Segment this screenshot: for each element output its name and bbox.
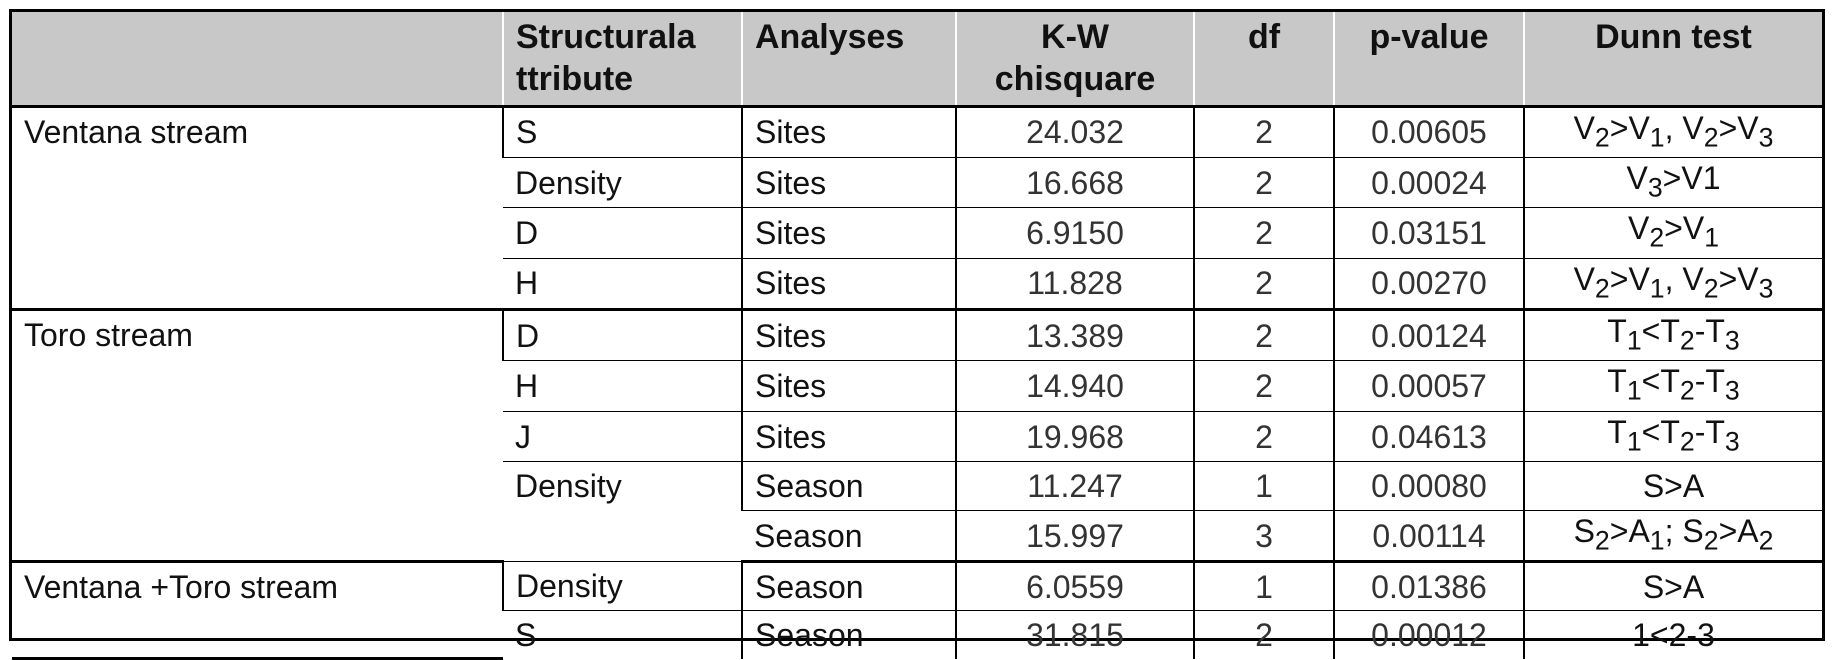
kw-chisquare-cell: 11.247 (955, 461, 1194, 511)
header-structural-attribute: Structurala ttribute (502, 12, 742, 108)
analyses-cell: Sites (741, 157, 956, 209)
df-cell: 2 (1193, 106, 1334, 158)
df-cell: 2 (1193, 207, 1334, 259)
dunn-test-cell: S>A (1523, 561, 1822, 611)
dunn-test-cell: T1<T2-T3 (1523, 309, 1822, 362)
p-value-cell: 0.04613 (1333, 411, 1524, 463)
table-body: Ventana stream S Sites 24.032 2 0.00605 V2>V1,… (12, 106, 1822, 660)
header-analyses: Analyses (741, 12, 956, 108)
structural-attribute-cell: Density (503, 157, 742, 209)
header-p-value: p-value (1333, 12, 1524, 108)
analyses-cell: Sites (741, 258, 956, 312)
analyses-cell: Season (741, 461, 956, 511)
analyses-cell: Season (741, 610, 956, 659)
df-cell: 3 (1193, 510, 1334, 564)
dunn-test-cell: S>A (1523, 461, 1822, 511)
kruskal-wallis-table: Structurala ttribute Analyses K-W chisqu… (12, 12, 1822, 660)
structural-attribute-cell: J (503, 411, 742, 463)
p-value-cell: 0.00024 (1333, 157, 1524, 209)
kw-chisquare-cell: 24.032 (955, 106, 1194, 158)
dunn-test-cell: V3>V1 (1523, 157, 1822, 209)
dunn-test-cell: V2>V1, V2>V3 (1523, 258, 1822, 312)
dunn-test-cell: V2>V1 (1523, 207, 1822, 259)
dunn-test-cell: V2>V1, V2>V3 (1523, 106, 1822, 158)
analyses-cell: Sites (741, 360, 956, 412)
analyses-cell: Sites (741, 106, 956, 158)
p-value-cell: 0.00080 (1333, 461, 1524, 511)
structural-attribute-cell: Density (503, 461, 742, 563)
analyses-cell: Season (742, 510, 956, 564)
p-value-cell: 0.00605 (1333, 106, 1524, 158)
df-cell: 2 (1193, 258, 1334, 312)
dunn-test-cell: S2>A1; S2>A2 (1523, 510, 1822, 564)
analyses-cell: Sites (741, 411, 956, 463)
df-cell: 2 (1193, 610, 1334, 659)
p-value-cell: 0.00057 (1333, 360, 1524, 412)
p-value-cell: 0.03151 (1333, 207, 1524, 259)
table-row: H Sites 14.940 2 0.00057 T1<T2-T3 (12, 360, 1822, 412)
header-kw-chisquare: K-W chisquare (955, 12, 1194, 108)
df-cell: 2 (1193, 309, 1334, 362)
table-row: Density Sites 16.668 2 0.00024 V3>V1 (12, 157, 1822, 209)
structural-attribute-cell: D (503, 207, 742, 259)
structural-attribute-cell: S (515, 616, 537, 653)
header-group (12, 12, 503, 108)
p-value-cell: 0.00270 (1333, 258, 1524, 312)
results-table-frame: Structurala ttribute Analyses K-W chisqu… (9, 9, 1825, 660)
table-row: Season 15.997 3 0.00114 S2>A1; S2>A2 (12, 510, 1822, 564)
structural-attribute-cell: H (503, 360, 742, 412)
table-row: Density Season 11.247 1 0.00080 S>A (12, 461, 1822, 563)
dunn-test-cell: T1<T2-T3 (1523, 411, 1822, 463)
analyses-cell: Sites (741, 207, 956, 259)
table-row: H Sites 11.828 2 0.00270 V2>V1, V2>V3 (12, 258, 1822, 312)
table-row: J Sites 19.968 2 0.04613 T1<T2-T3 (12, 411, 1822, 463)
structural-attribute-cell: D (502, 309, 742, 362)
header-dunn-test: Dunn test (1523, 12, 1822, 108)
header-df: df (1193, 12, 1334, 108)
p-value-cell: 0.01386 (1333, 561, 1524, 611)
p-value-cell: 0.00124 (1333, 309, 1524, 362)
kw-chisquare-cell: 11.828 (955, 258, 1194, 312)
kw-chisquare-cell: 19.968 (955, 411, 1194, 463)
group-name-cell: Ventana +Toro stream (12, 561, 503, 660)
table-header-row: Structurala ttribute Analyses K-W chisqu… (12, 12, 1822, 108)
df-cell: 2 (1193, 411, 1334, 463)
structural-attribute-cell: H (503, 258, 742, 312)
table-row: Toro stream D Sites 13.389 2 0.00124 T1<T2-T3 (12, 309, 1822, 564)
kw-chisquare-cell: 16.668 (955, 157, 1194, 209)
kw-chisquare-cell: 13.389 (955, 309, 1194, 362)
kw-chisquare-cell: 6.9150 (955, 207, 1194, 259)
kw-chisquare-cell: 14.940 (955, 360, 1194, 412)
table-row: D Sites 6.9150 2 0.03151 V2>V1 (12, 207, 1822, 259)
analyses-cell: Sites (741, 309, 956, 362)
df-cell: 2 (1193, 360, 1334, 412)
dunn-test-cell: T1<T2-T3 (1523, 360, 1822, 412)
kw-chisquare-cell: 31.815 (955, 610, 1194, 659)
group-name-cell: Ventana stream (12, 106, 503, 312)
kw-chisquare-cell: 15.997 (955, 510, 1194, 564)
structural-attribute-cell: S (502, 106, 742, 158)
table-row: Ventana stream S Sites 24.032 2 0.00605 V2>V1,… (12, 106, 1822, 312)
table-row: Ventana +Toro stream Density Season 6.0559 1… (12, 561, 1822, 660)
analyses-cell: Season (741, 561, 956, 611)
dunn-test-cell: 1<2-3 (1523, 610, 1822, 659)
p-value-cell: 0.00012 (1333, 610, 1524, 659)
p-value-cell: 0.00114 (1333, 510, 1524, 564)
kw-chisquare-cell: 6.0559 (955, 561, 1194, 611)
group-name-cell: Toro stream (12, 309, 503, 564)
structural-attribute-cell: Density (502, 561, 742, 611)
df-cell: 2 (1193, 157, 1334, 209)
df-cell: 1 (1193, 461, 1334, 511)
df-cell: 1 (1193, 561, 1334, 611)
